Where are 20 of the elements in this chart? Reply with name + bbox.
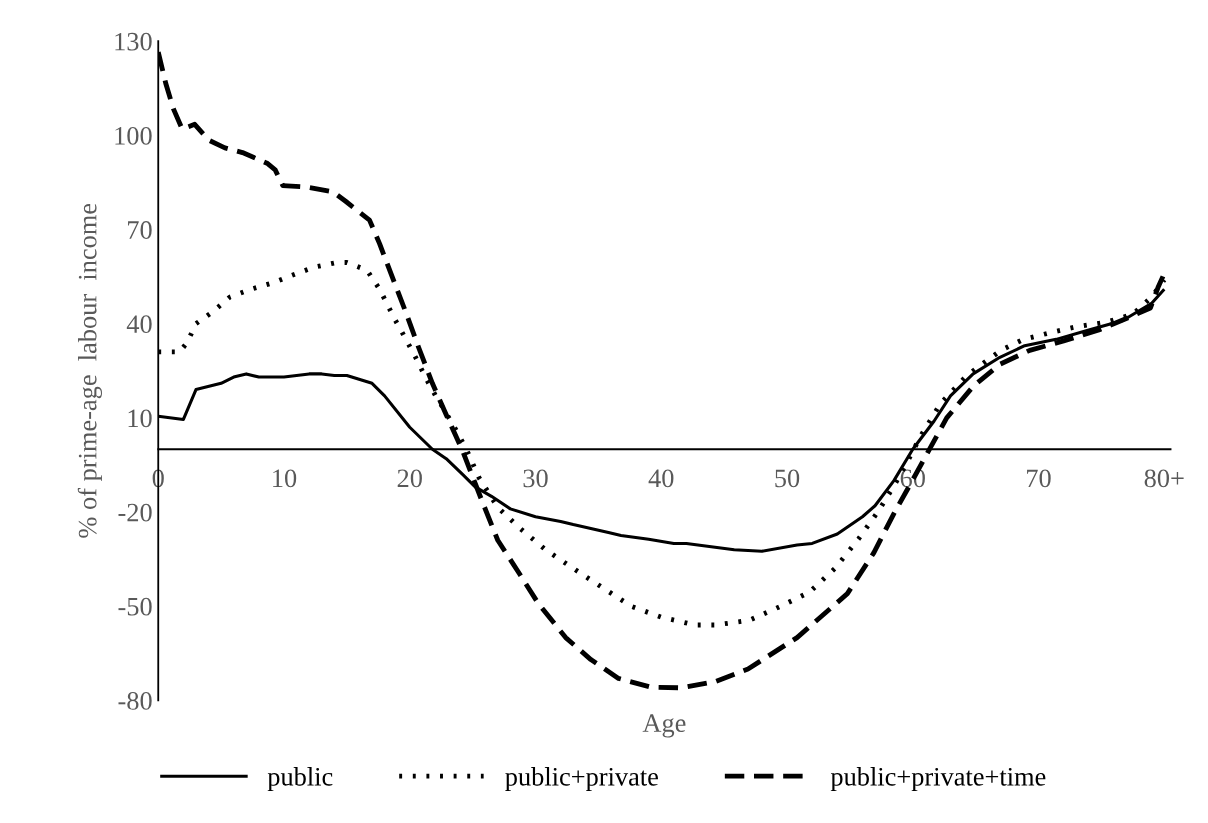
x-tick-label: 40 xyxy=(648,469,674,488)
y-tick-label: -20 xyxy=(118,503,152,522)
x-tick-label: 50 xyxy=(775,469,800,488)
x-tick-label: 10 xyxy=(273,469,297,488)
y-tick-label: 130 xyxy=(115,32,152,51)
x-tick-label: 70 xyxy=(1027,469,1051,488)
y-tick-label: 100 xyxy=(115,126,152,145)
x-tick-label: 80+ xyxy=(1144,469,1184,488)
legend-label: public+private xyxy=(505,767,658,792)
legend-label: public+private+time xyxy=(830,767,1046,792)
y-tick-label: 40 xyxy=(126,315,152,334)
x-axis-title: Age xyxy=(642,714,686,738)
x-tick-label: 30 xyxy=(523,469,548,488)
y-axis-title: % of prime-age labour income xyxy=(77,203,102,538)
y-tick-label: 70 xyxy=(128,221,152,239)
y-tick-label: 10 xyxy=(128,409,152,428)
x-tick-label: 20 xyxy=(397,469,422,488)
y-tick-label: -80 xyxy=(118,691,152,710)
legend-label: public xyxy=(267,767,333,792)
y-tick-label: -50 xyxy=(118,597,152,616)
